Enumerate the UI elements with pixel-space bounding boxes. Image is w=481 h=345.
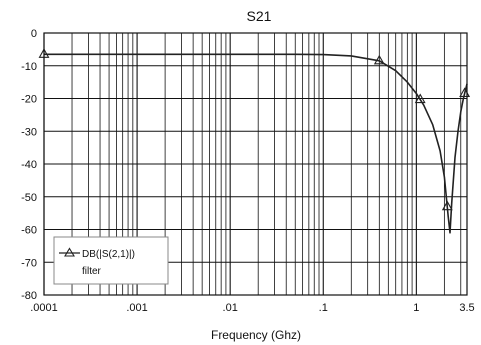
x-tick-label: .01 <box>223 302 238 314</box>
x-tick-label: 1 <box>413 302 419 314</box>
y-tick-label: -30 <box>21 126 37 138</box>
legend-series-label: DB(|S(2,1)|) <box>82 249 135 260</box>
y-tick-label: -70 <box>21 257 37 269</box>
series-line <box>44 53 468 234</box>
plot-frame <box>43 32 468 296</box>
x-axis-label: Frequency (Ghz) <box>211 328 301 342</box>
y-axis-ticks: 0 -10 -20 -30 -40 -50 -60 -70 -80 <box>21 28 37 302</box>
x-tick-label: .0001 <box>30 302 58 314</box>
series-marker-triangle <box>414 93 426 104</box>
y-tick-label: -40 <box>21 159 37 171</box>
series-layer <box>38 48 471 234</box>
y-tick-label: -50 <box>21 192 37 204</box>
x-tick-label: 3.5 <box>459 302 474 314</box>
legend-triangle-marker <box>64 247 75 257</box>
y-tick-label: -60 <box>21 225 37 237</box>
y-tick-label: 0 <box>31 28 37 40</box>
series-marker-triangle <box>441 200 453 211</box>
x-tick-label: .1 <box>319 302 328 314</box>
y-tick-label: -80 <box>21 290 37 302</box>
y-tick-label: -20 <box>21 94 37 106</box>
y-tick-label: -10 <box>21 61 37 73</box>
legend-series-sublabel: filter <box>82 266 102 277</box>
series-marker-triangle <box>373 54 385 65</box>
legend: DB(|S(2,1)|) filter <box>53 236 169 285</box>
x-tick-label: .001 <box>126 302 147 314</box>
chart-title: S21 <box>247 8 272 24</box>
x-axis-ticks: .0001 .001 .01 .1 1 3.5 <box>30 302 474 314</box>
legend-box <box>53 236 169 285</box>
